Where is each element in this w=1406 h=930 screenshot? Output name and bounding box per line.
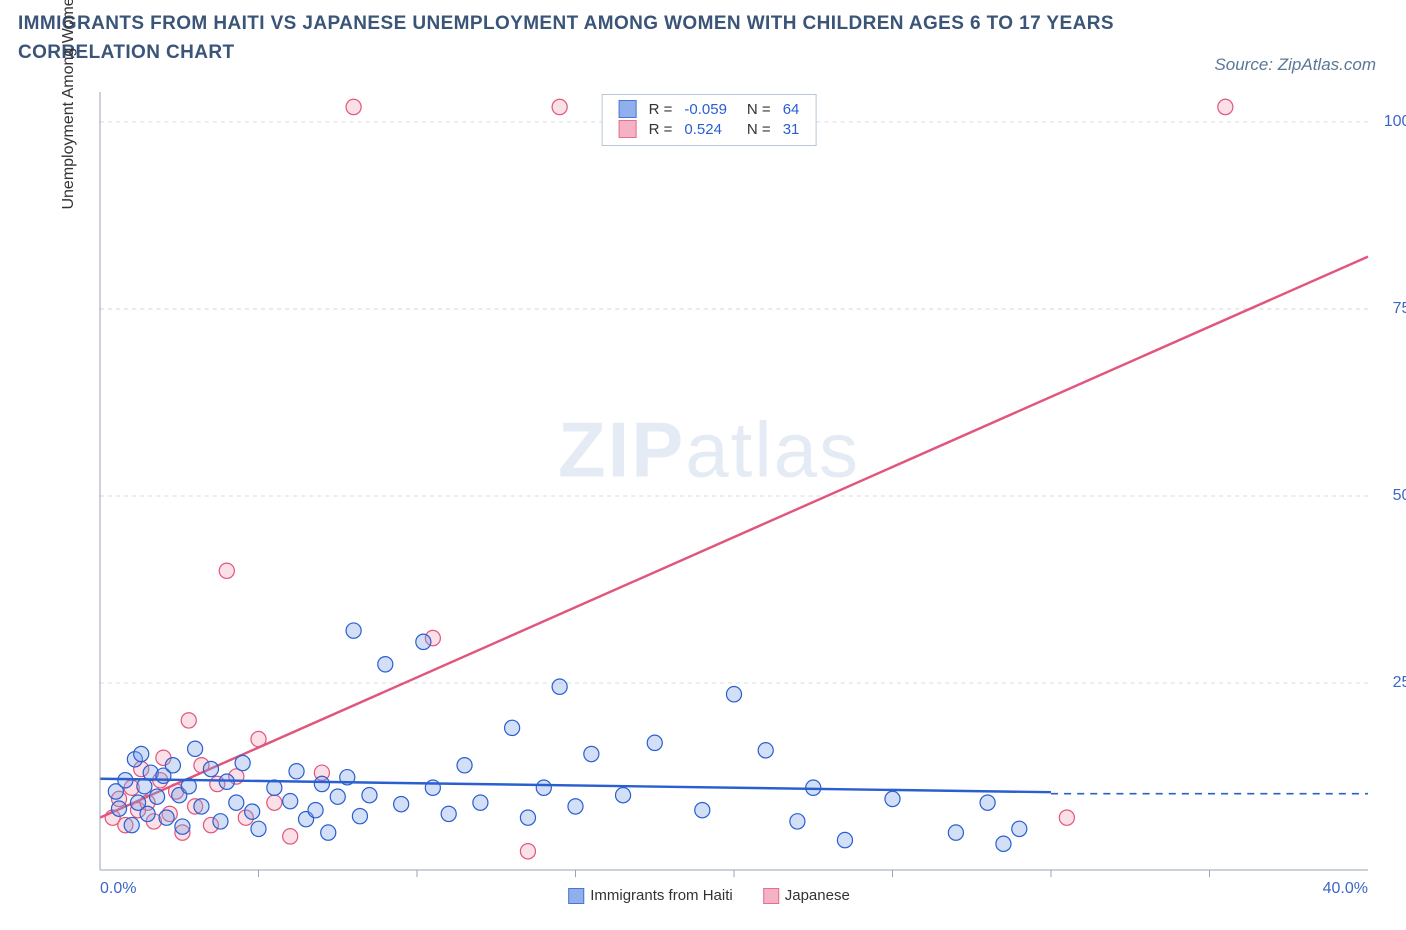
y-tick-label: 50.0% <box>1393 487 1406 505</box>
source-label: Source: ZipAtlas.com <box>1214 55 1376 75</box>
chart-container: IMMIGRANTS FROM HAITI VS JAPANESE UNEMPL… <box>0 0 1406 930</box>
scatter-plot-svg <box>100 92 1368 870</box>
plot-area: Unemployment Among Women with Children A… <box>50 92 1368 870</box>
legend-item: Japanese <box>763 887 850 904</box>
x-tick-label: 40.0% <box>1323 880 1368 898</box>
x-tick-label: 0.0% <box>100 880 136 898</box>
y-tick-label: 75.0% <box>1393 300 1406 318</box>
stats-row: R =0.524N =31 <box>613 119 806 139</box>
legend-swatch <box>568 888 584 904</box>
series-legend: Immigrants from Haiti Japanese <box>568 887 850 904</box>
chart-title: IMMIGRANTS FROM HAITI VS JAPANESE UNEMPL… <box>18 10 1138 67</box>
y-tick-label: 25.0% <box>1393 674 1406 692</box>
legend-label: Japanese <box>785 887 850 904</box>
legend-label: Immigrants from Haiti <box>590 887 733 904</box>
legend-item: Immigrants from Haiti <box>568 887 733 904</box>
y-axis-label: Unemployment Among Women with Children A… <box>60 0 78 282</box>
stats-row: R =-0.059N =64 <box>613 99 806 119</box>
stats-legend: R =-0.059N =64R =0.524N =31 <box>602 94 817 146</box>
y-tick-label: 100.0% <box>1384 113 1406 131</box>
legend-swatch <box>763 888 779 904</box>
